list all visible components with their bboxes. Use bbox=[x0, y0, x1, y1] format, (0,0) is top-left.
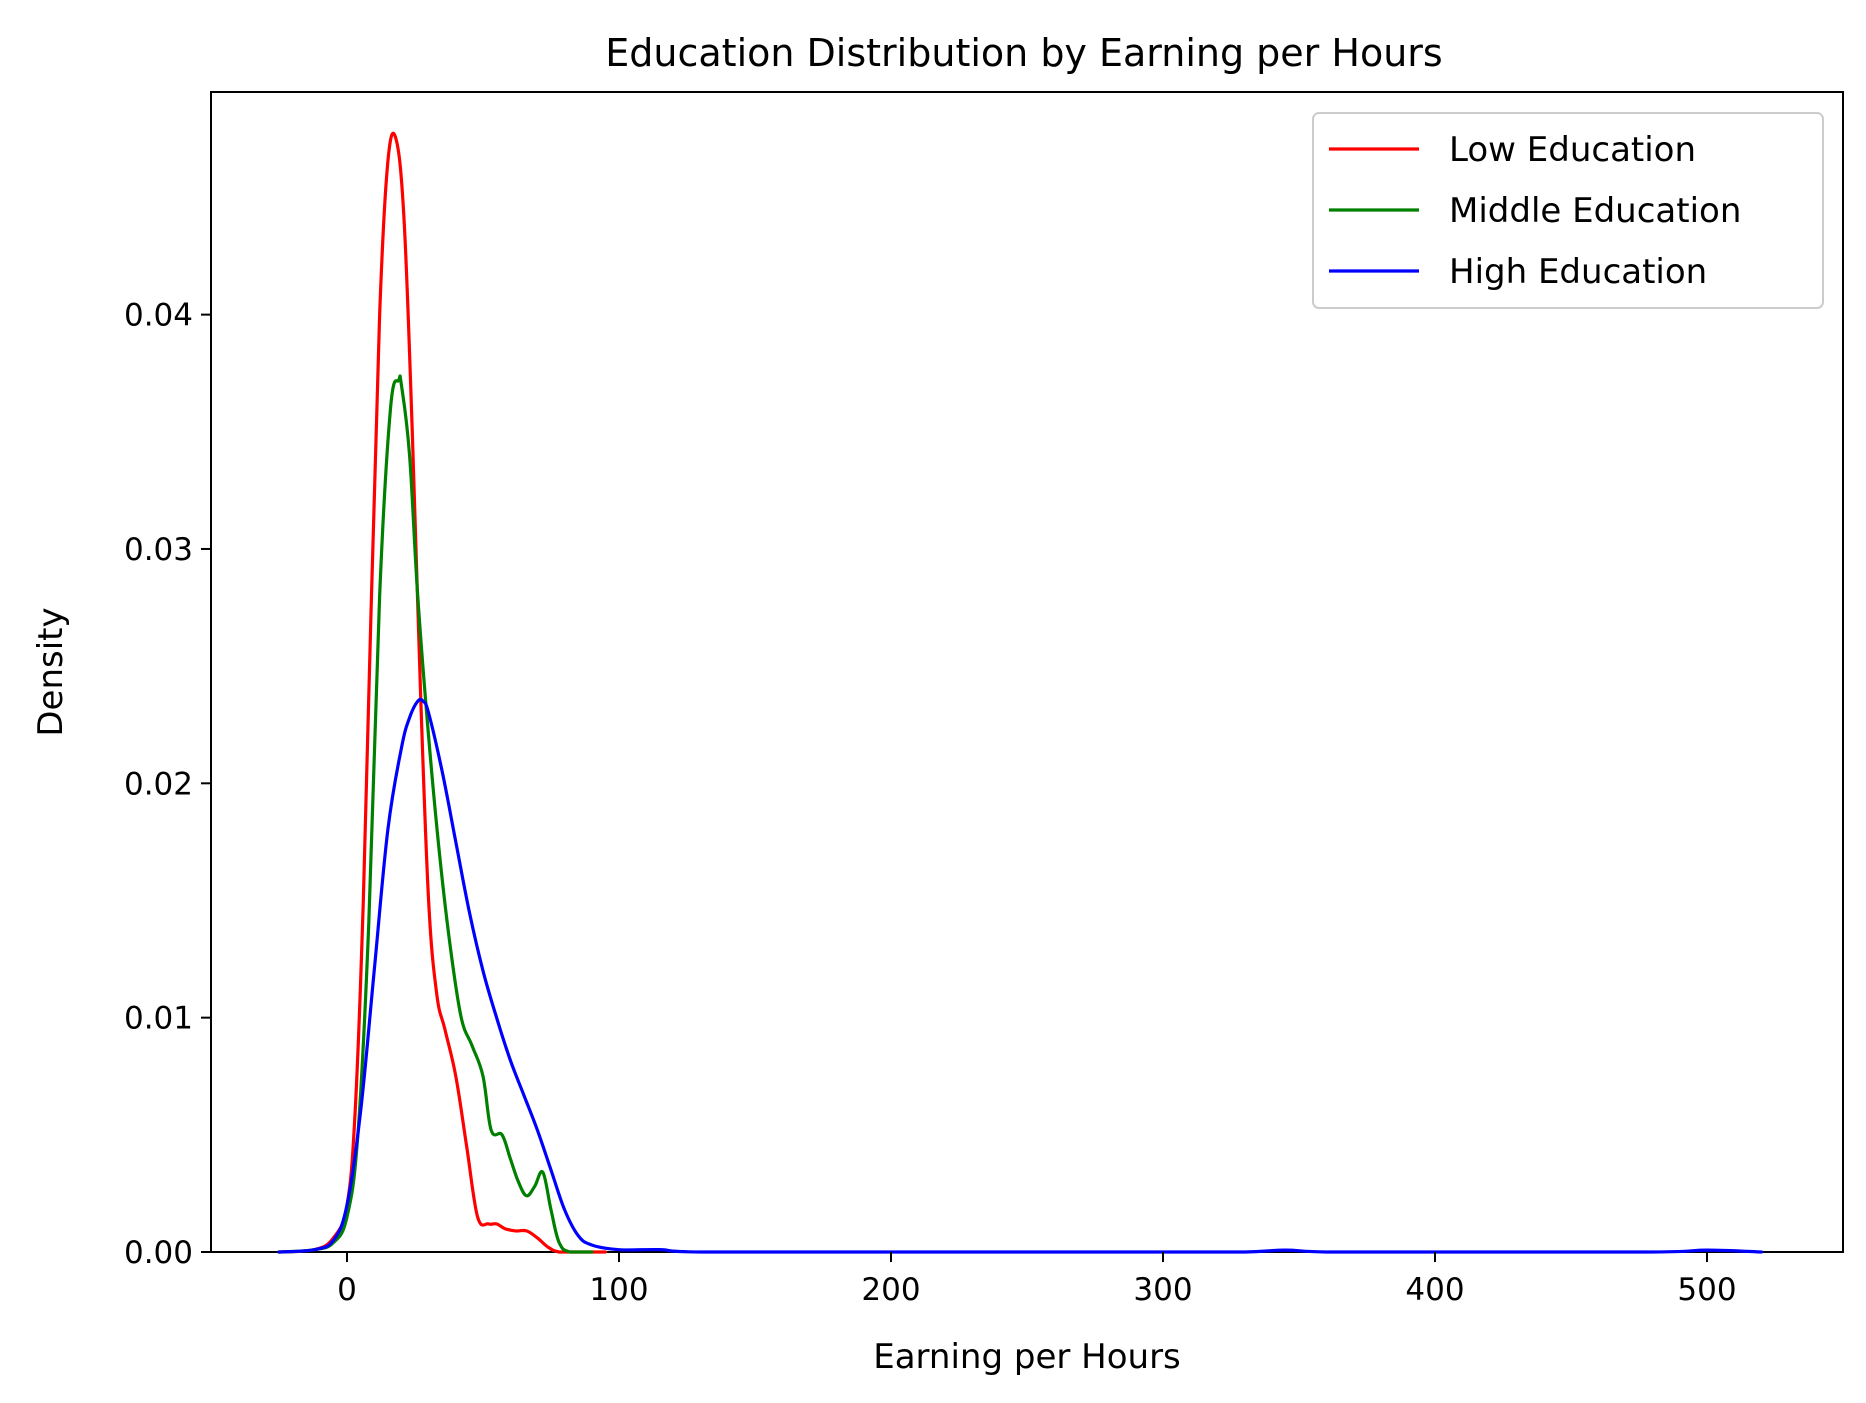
x-tick-label: 100 bbox=[589, 1272, 648, 1308]
series-layer bbox=[277, 131, 1763, 1254]
y-tick-label: 0.02 bbox=[124, 766, 193, 802]
series-line-middle-education bbox=[277, 374, 594, 1254]
x-tick-label: 200 bbox=[861, 1272, 920, 1308]
legend-items: Low Education Middle Education High Educat… bbox=[1329, 130, 1741, 292]
y-tick-label: 0.03 bbox=[124, 532, 193, 568]
x-tick-label: 0 bbox=[337, 1272, 357, 1308]
x-tick-label: 300 bbox=[1133, 1272, 1192, 1308]
y-tick-label: 0.01 bbox=[124, 1001, 193, 1037]
x-tick-label: 500 bbox=[1677, 1272, 1736, 1308]
x-axis-label: Earning per Hours bbox=[873, 1337, 1181, 1377]
legend-label: Low Education bbox=[1449, 130, 1696, 170]
legend: Low Education Middle Education High Educat… bbox=[1312, 112, 1824, 309]
legend-label: High Education bbox=[1449, 252, 1707, 292]
y-tick-label: 0.00 bbox=[124, 1235, 193, 1271]
y-axis-ticks: 0.00 0.01 0.02 0.03 0.04 bbox=[124, 298, 211, 1271]
legend-frame bbox=[1312, 112, 1824, 309]
y-axis-label: Density bbox=[31, 607, 71, 736]
series-line-high-education bbox=[277, 697, 1763, 1254]
chart-title: Education Distribution by Earning per Ho… bbox=[605, 31, 1442, 75]
y-tick-label: 0.04 bbox=[124, 298, 193, 334]
x-axis-ticks: 0 100 200 300 400 500 bbox=[337, 1252, 1737, 1308]
x-tick-label: 400 bbox=[1405, 1272, 1464, 1308]
series-line-low-education bbox=[277, 131, 607, 1254]
legend-label: Middle Education bbox=[1449, 191, 1741, 231]
